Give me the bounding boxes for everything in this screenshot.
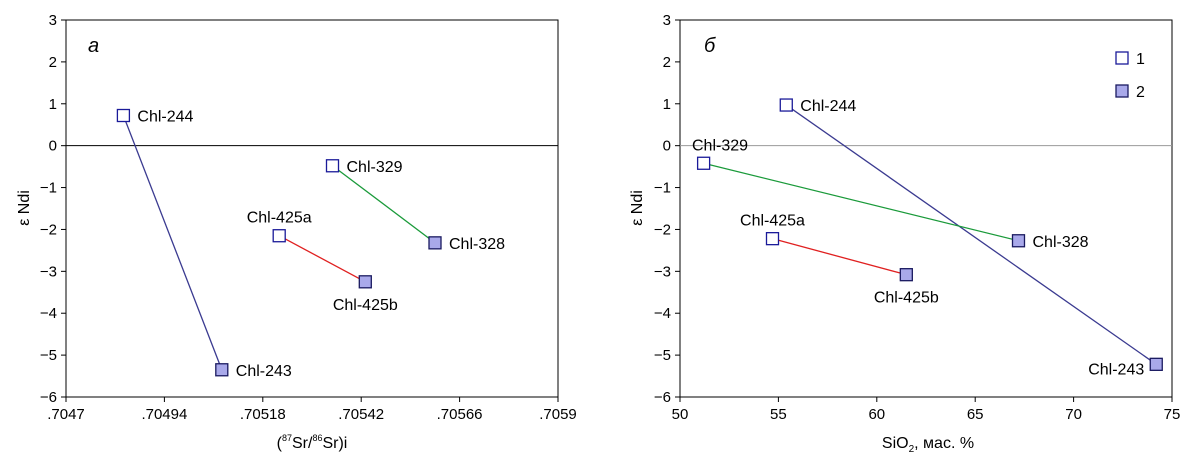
x-label-mid: Sr/ [292,435,313,452]
x-tick-label: .70566 [437,406,483,423]
data-points: Chl-244 Chl-243 Chl-329 Chl-328 Chl-425a Chl-… [692,98,1163,378]
connector-lines [122,115,436,371]
plot-frame [65,19,559,398]
x-tick-label: 50 [672,406,689,423]
x-axis-label: SiO2, мас. % [882,435,974,455]
x-axis-label: (87Sr/86Sr)i [277,433,348,452]
y-tick-label: 3 [49,12,57,29]
y-tick-label: −6 [40,389,57,406]
point-label: Chl-329 [347,159,403,176]
legend-filled-square [1115,84,1129,98]
open-square-marker [116,108,131,123]
x-label-sup1: 87 [282,433,292,443]
y-tick-label: −2 [654,221,671,238]
connector-line [332,165,436,244]
point-label: Chl-425a [740,213,805,230]
x-tick-label: 75 [1164,406,1181,423]
y-tick-label: −4 [654,305,671,322]
y-tick-label: −1 [40,180,57,197]
x-label-open: ( [277,435,283,452]
point-label: Chl-425a [247,210,312,227]
y-tick-label: −3 [40,263,57,280]
y-tick-label: 1 [663,96,671,113]
panel-letter: б [704,35,716,57]
y-tick-label: −1 [654,180,671,197]
connector-line [278,235,366,283]
x-axis-ticks: 50 55 60 65 70 75 [672,397,1181,423]
open-square-marker [272,229,286,243]
connector-line [703,162,1019,242]
y-tick-label: 0 [663,138,671,155]
x-tick-label: .70518 [240,406,286,423]
connector-line [772,238,907,276]
y-tick-label: −3 [654,263,671,280]
legend-label-2: 2 [1136,84,1145,101]
y-tick-label: −6 [654,389,671,406]
point-label: Chl-329 [692,137,748,154]
point-label: Chl-243 [1088,361,1144,378]
plot-frame [679,19,1173,398]
connector-lines [703,104,1157,365]
chart-panel-a: Chl-244 Chl-243 Chl-425a Chl-425b Chl-329 Chl… [16,12,577,452]
x-tick-label: 70 [1065,406,1082,423]
point-label: Chl-244 [800,98,856,115]
x-tick-label: .70542 [338,406,384,423]
x-axis-ticks: .7047 .70494 .70518 .70542 .70566 .7059 [47,397,577,423]
y-axis-label: ε Ndi [629,190,646,226]
x-tick-label: 65 [967,406,984,423]
filled-square-marker [428,236,442,250]
data-points: Chl-244 Chl-243 Chl-425a Chl-425b Chl-329 Chl… [116,108,505,380]
x-tick-label: .7047 [47,406,85,423]
y-axis-label: ε Ndi [16,190,33,226]
y-tick-label: −2 [40,221,57,238]
x-tick-label: .7059 [539,406,577,423]
x-label-close: Sr)i [322,435,347,452]
y-tick-label: 3 [663,12,671,29]
open-square-marker [325,159,340,173]
filled-square-marker [358,275,372,289]
legend-open-square [1115,51,1129,65]
y-tick-label: 2 [663,54,671,71]
x-tick-label: 55 [770,406,787,423]
point-label: Chl-244 [137,109,193,126]
x-label-post: , мас. % [914,435,974,452]
connector-line [785,104,1157,365]
filled-square-marker [1011,234,1026,248]
point-label: Chl-425b [874,290,939,307]
y-tick-label: −4 [40,305,57,322]
y-tick-label: −5 [654,347,671,364]
y-tick-label: 1 [49,96,57,113]
x-label-sup2: 86 [312,433,322,443]
filled-square-marker [899,268,913,282]
point-label: Chl-328 [1032,234,1088,251]
chart-panel-b: Chl-244 Chl-243 Chl-329 Chl-328 Chl-425a Chl-… [629,12,1180,455]
y-axis-ticks: −6 −5 −4 −3 −2 −1 0 1 2 3 [654,12,680,406]
open-square-marker [779,98,793,112]
filled-square-marker [215,363,229,377]
x-label-pre: SiO [882,435,909,452]
point-label: Chl-425b [333,297,398,314]
legend: 1 2 [1115,51,1145,101]
x-tick-label: .70494 [141,406,187,423]
point-label: Chl-328 [449,236,505,253]
panel-letter: а [88,35,99,57]
open-square-marker [765,232,780,246]
open-square-marker [696,156,711,170]
y-axis-ticks: −6 −5 −4 −3 −2 −1 0 1 2 3 [40,12,66,406]
y-tick-label: −5 [40,347,57,364]
y-tick-label: 2 [49,54,57,71]
point-label: Chl-243 [236,363,292,380]
x-label-sub: 2 [909,444,915,455]
legend-label-1: 1 [1136,51,1145,68]
filled-square-marker [1149,357,1163,371]
connector-line [122,115,223,371]
y-tick-label: 0 [49,138,57,155]
x-tick-label: 60 [868,406,885,423]
